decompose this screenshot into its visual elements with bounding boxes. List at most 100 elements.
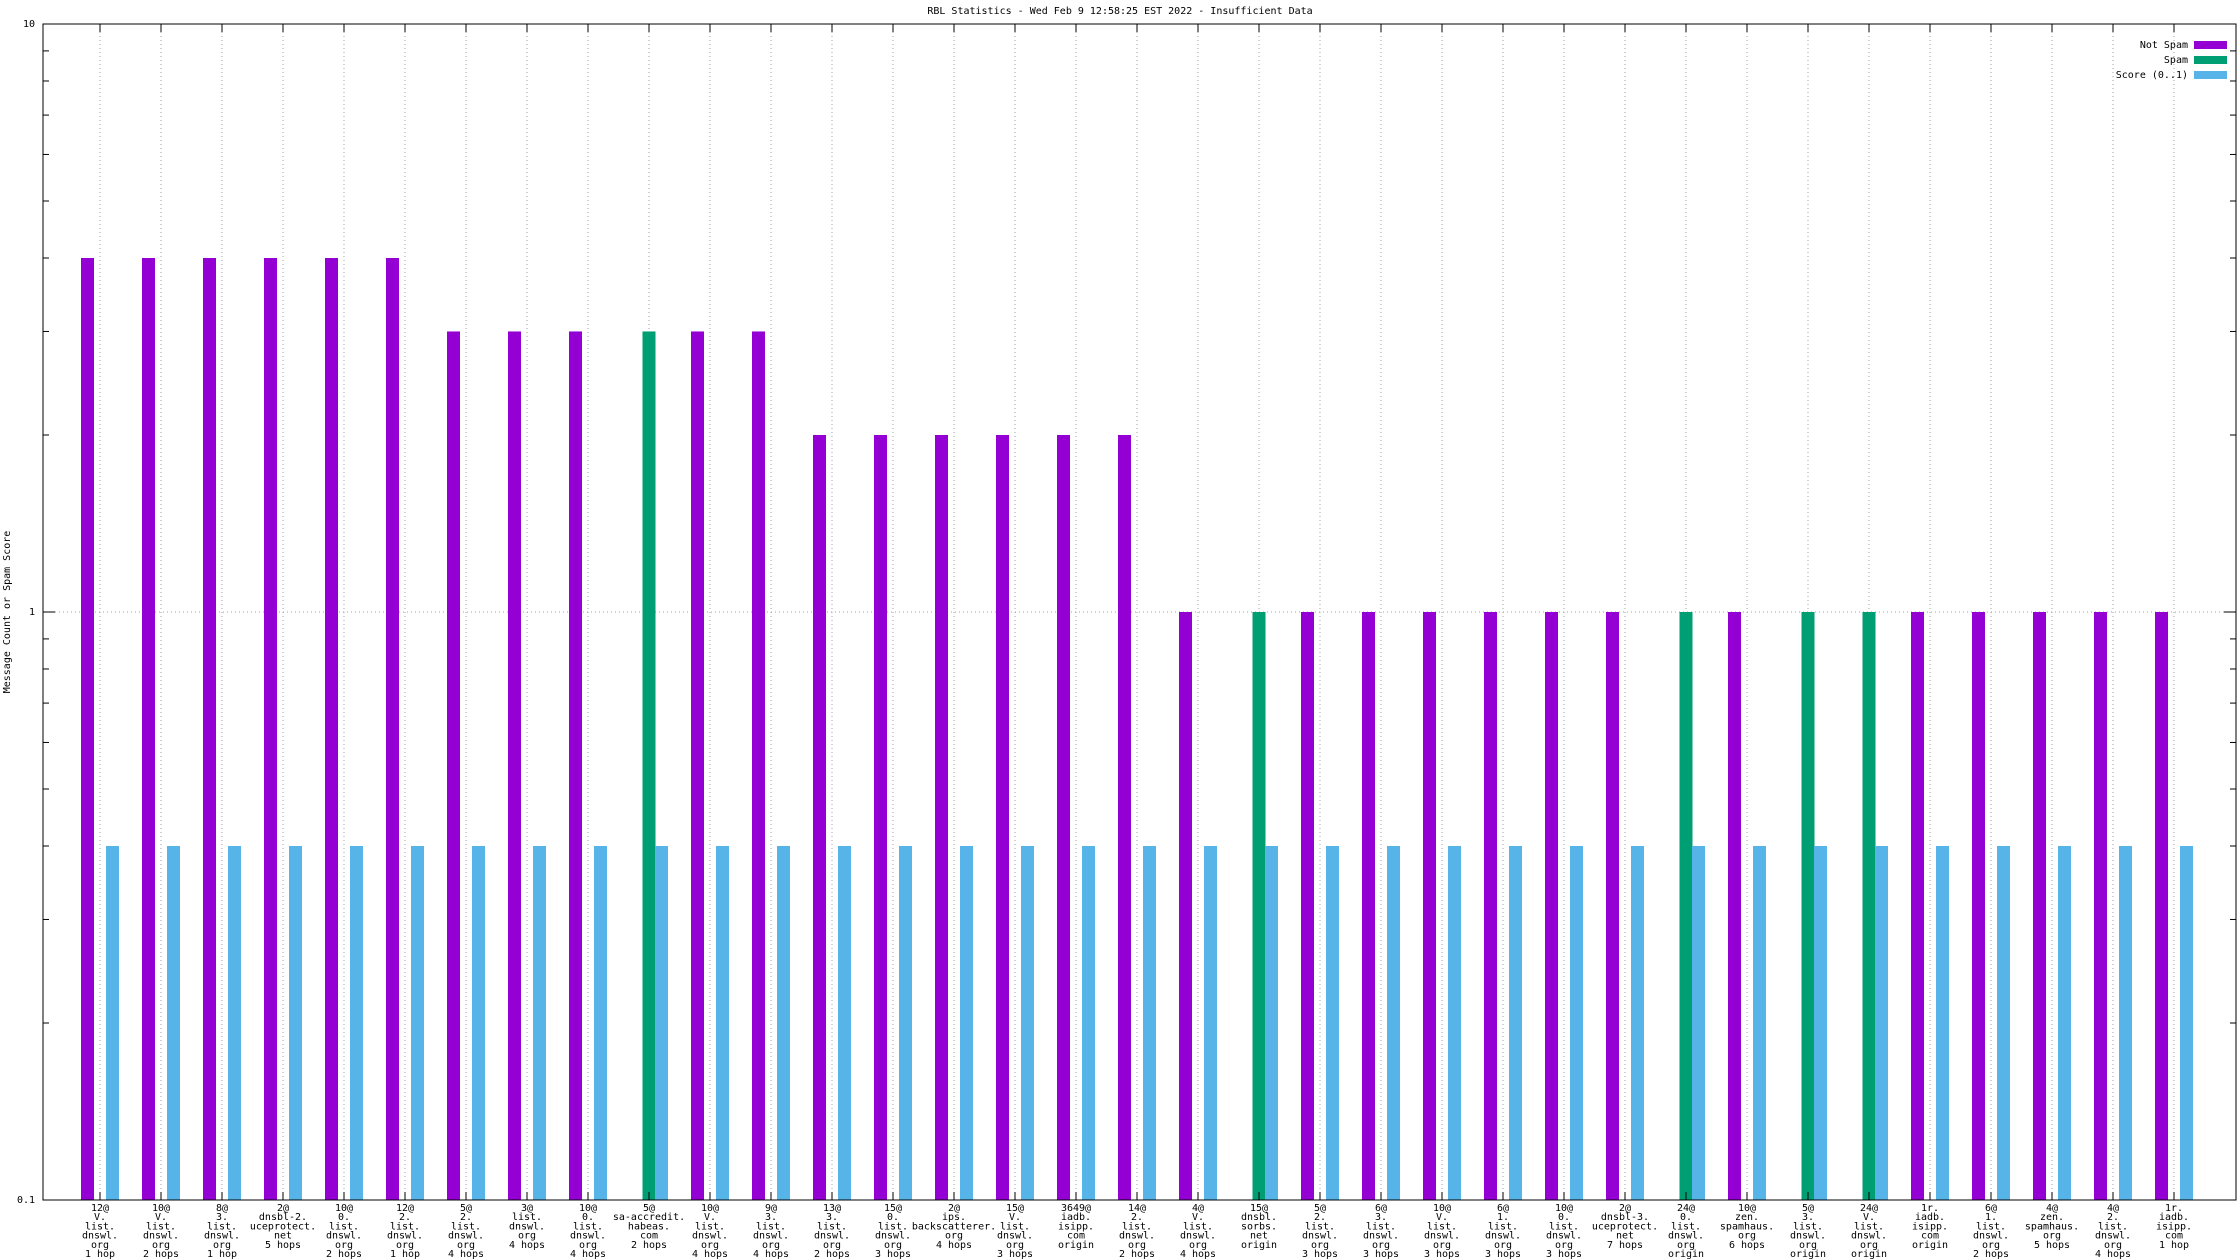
bar <box>996 434 1009 1200</box>
x-tick-label-line: 2 hops <box>814 1249 850 1260</box>
x-tick-label-line: 9@ <box>765 1203 777 1214</box>
plot-border <box>42 23 2237 1201</box>
x-tick-label-line: 3 hops <box>1424 1249 1460 1260</box>
bar <box>960 845 973 1200</box>
x-tick-label-line: org <box>152 1240 170 1251</box>
x-tick-label-line: list. <box>1366 1221 1396 1232</box>
x-tick-label-line: dnswl. <box>82 1231 118 1242</box>
x-tick-label-line: 3649@ <box>1061 1203 1091 1214</box>
x-tick-label-line: list. <box>817 1221 847 1232</box>
x-tick-label-line: list. <box>695 1221 725 1232</box>
bar <box>1082 845 1095 1200</box>
x-tick-label-line: 0. <box>582 1212 594 1223</box>
x-tick-label-line: dnswl. <box>692 1231 728 1242</box>
x-tick-label-line: dnswl. <box>1851 1231 1887 1242</box>
x-tick-label: 4@ V. list. dnswl. org 4 hops <box>1180 1203 1216 1260</box>
x-tick-label-line: org <box>1494 1240 1512 1251</box>
x-tick-label-line: 2. <box>2107 1212 2119 1223</box>
x-tick-label: 10@ zen. spamhaus. org 6 hops <box>1720 1203 1774 1251</box>
x-tick-label-line: origin <box>1851 1249 1887 1260</box>
bar <box>655 845 668 1200</box>
bar <box>386 257 399 1200</box>
x-tick-label-line: list. <box>2098 1221 2128 1232</box>
x-tick-label-line: dnswl. <box>509 1221 545 1232</box>
bar <box>411 845 424 1200</box>
bar <box>1631 845 1644 1200</box>
bar <box>228 845 241 1200</box>
bar <box>874 434 887 1200</box>
x-tick-label-line: zen. <box>1735 1212 1759 1223</box>
x-tick-label-line: org <box>1860 1240 1878 1251</box>
x-tick-label: 1r. iadb. isipp. com origin <box>1912 1203 1948 1251</box>
x-tick-label-line: sorbs. <box>1241 1221 1277 1232</box>
bar <box>1387 845 1400 1200</box>
x-tick-label-line: list. <box>1305 1221 1335 1232</box>
bar <box>1679 612 1693 1200</box>
x-tick-label-line: 10@ <box>335 1203 353 1214</box>
x-tick-label-line: org <box>335 1240 353 1251</box>
x-tick-label: 14@ 2. list. dnswl. org 2 hops <box>1119 1203 1155 1260</box>
bar <box>935 434 948 1200</box>
x-tick-label-line: list. <box>756 1221 786 1232</box>
x-tick-label: 12@ 2. list. dnswl. org 1 hop <box>387 1203 423 1260</box>
x-tick-label-line: list. <box>1488 1221 1518 1232</box>
x-tick-label: 2@ dnsbl-3. uceprotect. net 7 hops <box>1592 1203 1658 1251</box>
x-tick-label-line: 1 hop <box>390 1249 420 1260</box>
x-tick-label-line: dnswl. <box>1424 1231 1460 1242</box>
x-tick-label-line: 15@ <box>1006 1203 1024 1214</box>
x-tick-label-line: 8@ <box>216 1203 228 1214</box>
x-tick-label-line: 3 hops <box>1363 1249 1399 1260</box>
bar <box>325 257 338 1200</box>
x-tick-label: 5@ 2. list. dnswl. org 4 hops <box>448 1203 484 1260</box>
x-tick-label-line: dnswl. <box>448 1231 484 1242</box>
x-tick-label-line: 0. <box>338 1212 350 1223</box>
x-tick-label-line: ips. <box>942 1212 966 1223</box>
x-tick-label-line: uceprotect. <box>1592 1221 1658 1232</box>
x-tick-label-line: 2. <box>460 1212 472 1223</box>
x-tick-label-line: org <box>2104 1240 2122 1251</box>
x-tick-label: 6@ 3. list. dnswl. org 3 hops <box>1363 1203 1399 1260</box>
x-tick-label: 15@ V. list. dnswl. org 3 hops <box>997 1203 1033 1260</box>
x-tick-label-line: 12@ <box>396 1203 414 1214</box>
x-tick-label-line: 6 hops <box>1729 1240 1765 1251</box>
x-tick-label-line: 3. <box>1802 1212 1814 1223</box>
x-tick-label-line: 5 hops <box>2034 1240 2070 1251</box>
x-tick-label-line: 4 hops <box>1180 1249 1216 1260</box>
x-tick-label-line: list. <box>451 1221 481 1232</box>
x-tick-label-line: 5@ <box>1802 1203 1814 1214</box>
bar <box>594 845 607 1200</box>
x-tick-label: 9@ 3. list. dnswl. org 4 hops <box>753 1203 789 1260</box>
x-tick-label-line: org <box>1433 1240 1451 1251</box>
x-tick-label: 5@ sa-accredit. habeas. com 2 hops <box>613 1203 685 1251</box>
bar <box>899 845 912 1200</box>
x-tick-label-line: isipp. <box>2156 1221 2192 1232</box>
bar <box>1118 434 1131 1200</box>
x-tick-label-line: 4 hops <box>570 1249 606 1260</box>
bar <box>642 331 656 1200</box>
x-tick-label-line: org <box>213 1240 231 1251</box>
bar <box>813 434 826 1200</box>
x-tick-label-line: spamhaus. <box>1720 1221 1774 1232</box>
y-tick-label: 0.1 <box>17 1195 35 1206</box>
x-tick-label-line: 5 hops <box>265 1240 301 1251</box>
bar <box>777 845 790 1200</box>
x-tick-label-line: 13@ <box>823 1203 841 1214</box>
bar <box>1265 845 1278 1200</box>
x-tick-label-line: org <box>1738 1231 1756 1242</box>
x-tick-label-line: 4@ <box>1192 1203 1204 1214</box>
bar <box>2119 845 2132 1200</box>
x-tick-label-line: 3 hops <box>875 1249 911 1260</box>
x-tick-label-line: 4 hops <box>509 1240 545 1251</box>
x-tick-label-line: 2 hops <box>1973 1249 2009 1260</box>
x-tick-label-line: dnswl. <box>753 1231 789 1242</box>
x-tick-label: 15@ dnsbl. sorbs. net origin <box>1241 1203 1277 1251</box>
bar <box>289 845 302 1200</box>
x-tick-label-line: org <box>457 1240 475 1251</box>
bar <box>1606 612 1619 1200</box>
x-tick-label-line: list. <box>878 1221 908 1232</box>
bar <box>1814 845 1827 1200</box>
x-tick-label-line: V. <box>155 1212 167 1223</box>
x-tick-label-line: dnswl. <box>387 1231 423 1242</box>
bar <box>838 845 851 1200</box>
